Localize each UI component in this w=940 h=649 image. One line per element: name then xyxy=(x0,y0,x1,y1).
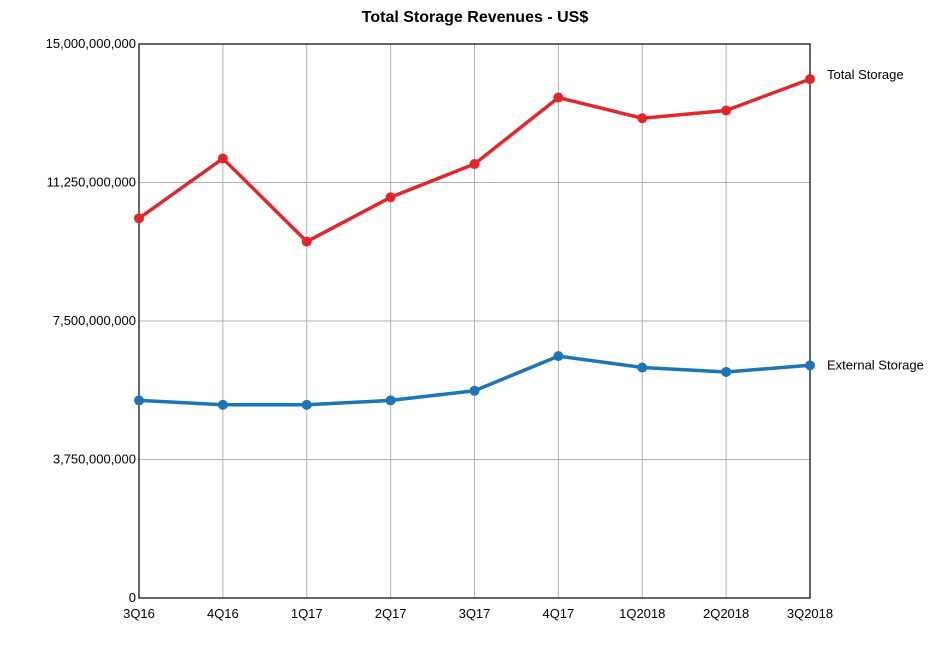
data-point xyxy=(134,213,144,224)
x-tick-label: 4Q16 xyxy=(207,606,239,621)
x-tick-label: 2Q17 xyxy=(375,606,407,621)
data-point xyxy=(134,395,144,406)
series-0: Total Storage xyxy=(134,67,904,247)
y-tick-label: 7,500,000,000 xyxy=(53,313,136,328)
data-point xyxy=(301,399,312,410)
x-tick-label: 3Q17 xyxy=(459,606,491,621)
data-point xyxy=(637,113,648,124)
data-point xyxy=(553,351,564,362)
y-axis-ticks: 0 3,750,000,000 7,500,000,000 11,250,000,00… xyxy=(46,36,136,605)
series: Total Storage External Storage xyxy=(134,67,924,410)
data-point xyxy=(469,159,480,170)
data-point xyxy=(721,366,732,377)
x-tick-label: 4Q17 xyxy=(542,606,574,621)
series-1: External Storage xyxy=(134,351,924,410)
y-tick-label: 3,750,000,000 xyxy=(53,452,136,467)
data-point xyxy=(385,192,396,203)
data-point xyxy=(217,153,228,164)
x-tick-label: 3Q2018 xyxy=(787,606,833,621)
x-tick-label: 2Q2018 xyxy=(703,606,749,621)
x-tick-label: 1Q2018 xyxy=(619,606,665,621)
x-tick-label: 1Q17 xyxy=(291,606,323,621)
y-tick-label: 15,000,000,000 xyxy=(46,36,136,51)
series-label: Total Storage xyxy=(827,67,904,82)
x-tick-label: 3Q16 xyxy=(123,606,155,621)
series-label: External Storage xyxy=(827,357,924,372)
data-point xyxy=(385,395,396,406)
chart-title: Total Storage Revenues - US$ xyxy=(362,9,589,26)
grid xyxy=(138,43,811,599)
plot-frame xyxy=(138,43,811,599)
data-point xyxy=(805,360,815,371)
data-point xyxy=(469,385,480,396)
data-point xyxy=(721,105,732,116)
data-point xyxy=(637,362,648,373)
data-point xyxy=(805,74,815,85)
data-point xyxy=(217,399,228,410)
data-point xyxy=(553,92,564,103)
y-tick-label: 0 xyxy=(129,590,136,605)
data-point xyxy=(301,236,312,247)
x-axis-ticks: 3Q16 4Q16 1Q17 2Q17 3Q17 4Q17 1Q2018 2Q2018 3Q20… xyxy=(123,606,833,621)
y-tick-label: 11,250,000,000 xyxy=(47,175,136,190)
